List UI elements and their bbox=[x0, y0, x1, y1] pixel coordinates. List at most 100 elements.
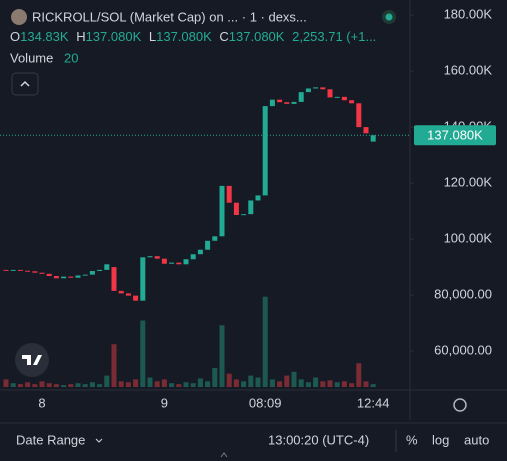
candle-body bbox=[298, 92, 304, 102]
candle-body bbox=[262, 106, 268, 196]
percent-toggle[interactable]: % bbox=[406, 432, 418, 447]
volume-bar bbox=[61, 385, 67, 387]
settings-icon[interactable] bbox=[453, 398, 467, 412]
x-tick-label: 12:44 bbox=[357, 395, 390, 410]
volume-bar bbox=[118, 381, 124, 387]
volume-bar bbox=[241, 381, 247, 387]
candle-body bbox=[320, 87, 326, 90]
candle-body bbox=[356, 103, 362, 128]
tv-logo-mark bbox=[22, 355, 42, 365]
ohlc-legend: O134.83K H137.080K L137.080K C137.080K 2… bbox=[10, 29, 376, 44]
candle-body bbox=[17, 269, 23, 271]
candle-body bbox=[277, 99, 283, 103]
volume-bar bbox=[190, 383, 196, 387]
volume-bar bbox=[291, 371, 297, 387]
y-tick-label: 120.00K bbox=[444, 175, 493, 190]
expand-arrow[interactable] bbox=[220, 452, 228, 458]
volume-bar bbox=[75, 383, 81, 387]
l-label: L bbox=[149, 29, 156, 44]
candle-body bbox=[212, 236, 218, 241]
candle-body bbox=[75, 275, 81, 278]
candle-body bbox=[140, 257, 146, 301]
candle-body bbox=[284, 102, 290, 104]
volume-bar bbox=[169, 383, 175, 387]
volume-bar bbox=[161, 379, 167, 387]
volume-bar bbox=[284, 375, 290, 387]
date-range-chevron bbox=[95, 438, 103, 443]
volume-bar bbox=[363, 381, 369, 387]
volume-bar bbox=[219, 325, 225, 387]
candle-body bbox=[10, 269, 16, 271]
volume-bar bbox=[334, 382, 340, 387]
auto-toggle[interactable]: auto bbox=[464, 432, 489, 447]
volume-bar bbox=[226, 373, 232, 387]
candle-body bbox=[125, 293, 131, 296]
candle-body bbox=[46, 273, 52, 277]
volume-bar bbox=[370, 384, 376, 387]
collapse-button[interactable] bbox=[11, 72, 39, 96]
volume-bar bbox=[320, 381, 326, 387]
candle-body bbox=[334, 96, 340, 98]
volume-bar bbox=[313, 377, 319, 387]
volume-bar bbox=[133, 379, 139, 387]
y-tick-label: 80,000.00 bbox=[434, 287, 492, 302]
candle-body bbox=[154, 256, 160, 259]
candle-body bbox=[39, 272, 45, 274]
chart-title: RICKROLL/SOL (Market Cap) on ... · 1 · d… bbox=[32, 9, 307, 24]
y-tick-label: 60,000.00 bbox=[434, 343, 492, 358]
volume-bar bbox=[298, 379, 304, 387]
volume-bar bbox=[356, 363, 362, 387]
x-tick-label: 08:09 bbox=[249, 395, 282, 410]
volume-bar bbox=[3, 379, 9, 387]
candle-body bbox=[147, 256, 153, 258]
volume-bar bbox=[17, 384, 23, 387]
candle-body bbox=[82, 274, 88, 276]
candle-body bbox=[226, 185, 232, 203]
candle-body bbox=[291, 101, 297, 104]
volume-bar bbox=[111, 344, 117, 387]
candle-body bbox=[32, 271, 38, 273]
candle-body bbox=[161, 258, 167, 264]
last-price-label: 137.080K bbox=[427, 128, 483, 143]
clock: 13:00:20 (UTC-4) bbox=[268, 432, 369, 447]
volume-bar bbox=[255, 377, 261, 387]
volume-bar bbox=[154, 381, 160, 387]
change: 2,253.71 (+1... bbox=[292, 29, 376, 44]
y-tick-label: 100.00K bbox=[444, 231, 493, 246]
h-label: H bbox=[76, 29, 85, 44]
plot: 60,000.0080,000.00100.00K120.00K140.00K1… bbox=[0, 7, 496, 410]
volume-bar bbox=[82, 384, 88, 387]
l-value: 137.080K bbox=[156, 29, 212, 44]
volume-bar bbox=[277, 381, 283, 387]
volume-bar bbox=[183, 382, 189, 387]
volume-bar bbox=[248, 375, 254, 387]
h-value: 137.080K bbox=[86, 29, 142, 44]
candle-body bbox=[104, 264, 110, 270]
candle-body bbox=[349, 100, 355, 104]
x-tick-label: 8 bbox=[38, 395, 45, 410]
collapse-icon bbox=[20, 80, 30, 87]
date-range[interactable]: Date Range bbox=[16, 432, 85, 447]
candle-body bbox=[233, 202, 239, 216]
token-avatar bbox=[11, 9, 27, 25]
candle-body bbox=[370, 135, 376, 142]
candle-body bbox=[176, 262, 182, 265]
log-toggle[interactable]: log bbox=[432, 432, 449, 447]
volume-bar bbox=[327, 380, 333, 387]
volume-bar bbox=[341, 381, 347, 387]
candle-body bbox=[97, 269, 103, 272]
volume-bar bbox=[125, 382, 131, 387]
volume-bar bbox=[262, 296, 268, 387]
candle-body bbox=[205, 240, 211, 250]
c-value: 137.080K bbox=[229, 29, 285, 44]
candle-body bbox=[3, 269, 9, 271]
candle-body bbox=[118, 290, 124, 294]
volume-bar bbox=[68, 384, 74, 387]
candle-body bbox=[241, 214, 247, 216]
volume-bar bbox=[212, 368, 218, 387]
candle-body bbox=[219, 185, 225, 237]
candle-body bbox=[68, 276, 74, 278]
volume-bar bbox=[104, 375, 110, 387]
